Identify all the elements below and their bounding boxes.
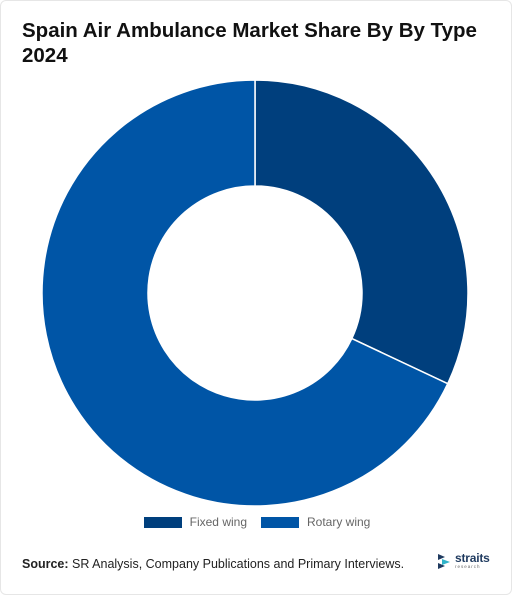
straits-logo-icon <box>438 554 450 569</box>
legend-item-fixed-wing[interactable]: Fixed wing <box>143 515 247 529</box>
chart-legend: Fixed wing Rotary wing <box>0 515 514 529</box>
donut-slice-rotary-wing[interactable] <box>41 79 449 507</box>
chart-title: Spain Air Ambulance Market Share By By T… <box>22 18 492 68</box>
source-label: Source: <box>22 557 69 571</box>
straits-research-logo: straits research <box>436 552 490 570</box>
legend-swatch-fixed-wing <box>143 516 182 528</box>
logo-word: straits <box>455 551 490 566</box>
source-note: Source: SR Analysis, Company Publication… <box>22 557 404 571</box>
source-text: SR Analysis, Company Publications and Pr… <box>68 557 405 571</box>
chart-title-line-2: 2024 <box>22 44 68 67</box>
legend-label-rotary-wing: Rotary wing <box>307 515 371 529</box>
legend-label-fixed-wing: Fixed wing <box>189 515 247 529</box>
legend-item-rotary-wing[interactable]: Rotary wing <box>261 515 370 529</box>
donut-slice-fixed-wing[interactable] <box>254 79 469 385</box>
chart-title-line-1: Spain Air Ambulance Market Share By By T… <box>22 19 477 42</box>
logo-sub: research <box>455 564 481 570</box>
legend-swatch-rotary-wing <box>261 516 299 528</box>
